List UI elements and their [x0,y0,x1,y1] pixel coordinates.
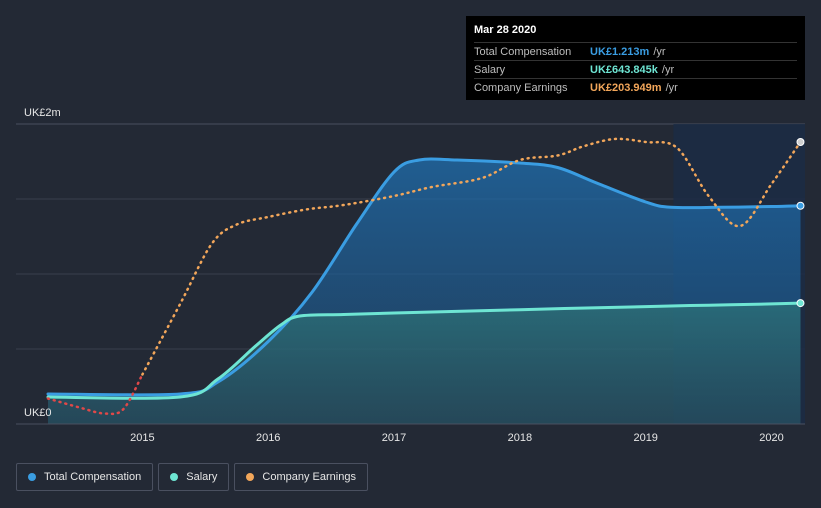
legend-dot-icon [170,473,179,481]
legend-label: Company Earnings [262,471,356,483]
marker-layer [796,138,805,308]
x-tick-label: 2020 [759,432,783,444]
tooltip-row-salary: Salary UK£643.845k /yr [474,60,797,78]
x-tick-label: 2017 [382,432,406,444]
tooltip-value: UK£1.213m [590,45,650,58]
salary-line [46,301,802,400]
tooltip: Mar 28 2020 Total Compensation UK£1.213m… [466,16,805,100]
tooltip-row-total-compensation: Total Compensation UK£1.213m /yr [474,42,797,60]
axis-layer: UK£2m UK£0 2015 2016 2017 2018 2019 2020 [16,107,805,444]
company-earnings-marker [796,138,805,146]
tooltip-value: UK£643.845k [590,63,658,76]
total-compensation-marker [796,201,805,210]
tooltip-unit: /yr [665,81,678,94]
company-earnings-line [141,137,802,376]
salary-area [48,303,801,424]
company-earnings-negative-line [46,373,144,416]
tooltip-date: Mar 28 2020 [474,24,537,36]
legend-item-company-earnings[interactable]: Company Earnings [234,463,368,491]
y-tick-label: UK£2m [24,107,61,119]
tooltip-label: Total Compensation [474,45,572,58]
salary-marker [796,299,805,308]
tooltip-value: UK£203.949m [590,81,662,94]
x-tick-label: 2015 [130,432,154,444]
legend-dot-icon [246,473,255,481]
y-tick-label: UK£0 [24,407,52,419]
legend: Total Compensation Salary Company Earnin… [16,463,368,491]
total-compensation-line [46,157,802,397]
x-tick-label: 2019 [633,432,657,444]
legend-item-total-compensation[interactable]: Total Compensation [16,463,154,491]
legend-label: Salary [186,471,218,483]
legend-dot-icon [28,473,36,481]
x-tick-label: 2016 [256,432,280,444]
tooltip-unit: /yr [661,63,675,76]
tooltip-label: Salary [474,63,506,76]
legend-item-salary[interactable]: Salary [158,463,230,491]
area-layer [48,158,801,424]
tooltip-row-company-earnings: Company Earnings UK£203.949m /yr [474,78,797,96]
line-layer [46,137,802,416]
tooltip-unit: /yr [653,45,666,58]
tooltip-label: Company Earnings [474,81,568,94]
legend-label: Total Compensation [44,471,142,483]
x-tick-label: 2018 [508,432,532,444]
